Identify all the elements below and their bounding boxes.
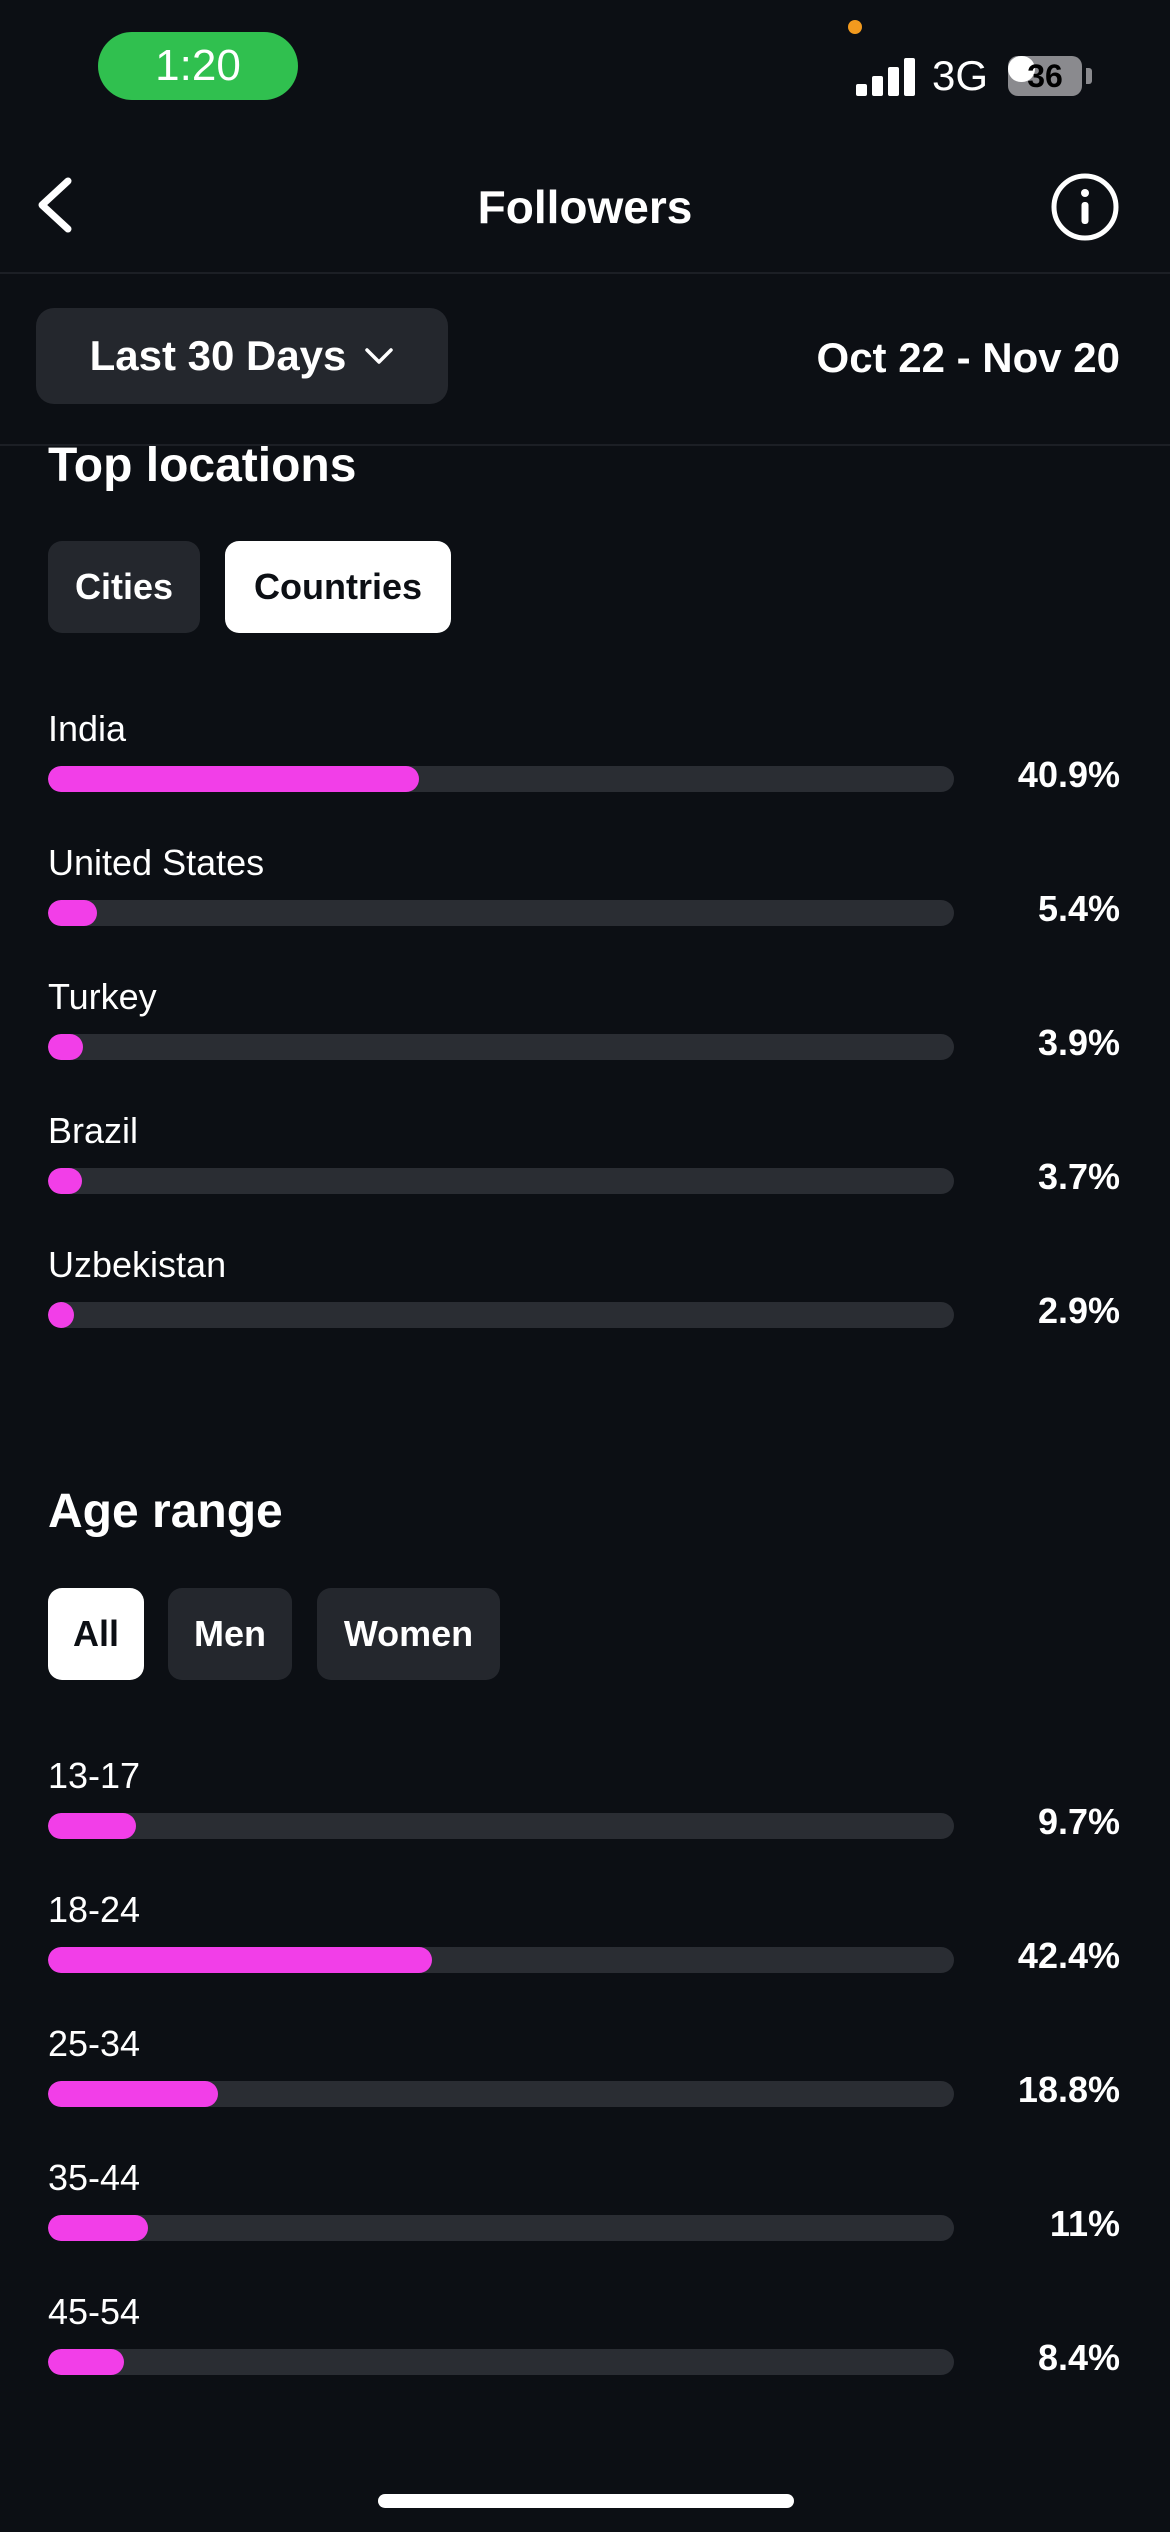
- bar-track: [48, 1813, 954, 1839]
- top-locations-title: Top locations: [48, 439, 357, 492]
- bar-fill: [48, 1302, 75, 1328]
- age-range-tabs: All Men Women: [0, 1588, 1170, 1680]
- bar-fill: [48, 1813, 136, 1839]
- tab-countries[interactable]: Countries: [225, 541, 451, 633]
- privacy-indicator-dot: [848, 20, 862, 34]
- list-item: Uzbekistan 2.9%: [0, 1244, 1170, 1378]
- age-percent: 42.4%: [1017, 1935, 1120, 1976]
- chevron-down-icon: [365, 348, 394, 364]
- list-item: Brazil 3.7%: [0, 1110, 1170, 1244]
- location-percent: 40.9%: [1017, 754, 1120, 795]
- battery-icon: 36: [1008, 56, 1082, 96]
- bar-fill: [48, 766, 419, 792]
- bar-fill: [48, 2349, 125, 2375]
- tab-all[interactable]: All: [48, 1588, 144, 1680]
- age-label: 35-44: [48, 2157, 141, 2198]
- bar-track: [48, 2349, 954, 2375]
- bar-track: [48, 900, 954, 926]
- location-label: Uzbekistan: [48, 1244, 227, 1285]
- list-item: 35-44 11%: [0, 2157, 1170, 2291]
- age-percent: 18.8%: [1017, 2069, 1120, 2110]
- info-icon: [1051, 173, 1119, 241]
- bar-fill: [48, 2215, 148, 2241]
- list-item: Turkey 3.9%: [0, 976, 1170, 1110]
- cellular-signal-icon: [856, 58, 916, 96]
- list-item: 25-34 18.8%: [0, 2023, 1170, 2157]
- tab-cities[interactable]: Cities: [48, 541, 200, 633]
- page-title: Followers: [477, 181, 693, 233]
- bar-fill: [48, 1034, 84, 1060]
- date-range-selected: Last 30 Days: [89, 332, 347, 379]
- location-label: United States: [48, 842, 265, 883]
- location-label: Brazil: [48, 1110, 139, 1151]
- bar-track: [48, 2081, 954, 2107]
- status-time: 1:20: [98, 32, 298, 100]
- battery-level-fill: [1008, 56, 1035, 82]
- age-percent: 8.4%: [1037, 2337, 1120, 2378]
- age-label: 18-24: [48, 1889, 141, 1930]
- bar-track: [48, 1947, 954, 1973]
- age-range-title: Age range: [48, 1485, 283, 1538]
- battery-tip: [1086, 68, 1092, 84]
- location-label: Turkey: [48, 976, 157, 1017]
- bar-fill: [48, 2081, 219, 2107]
- location-label: India: [48, 708, 127, 749]
- battery-percent: 36: [1027, 57, 1063, 94]
- age-label: 13-17: [48, 1755, 141, 1796]
- location-percent: 3.9%: [1037, 1022, 1120, 1063]
- date-range-bar: Last 30 Days Oct 22 - Nov 20: [0, 276, 1170, 446]
- home-indicator[interactable]: [378, 2494, 794, 2508]
- age-label: 25-34: [48, 2023, 141, 2064]
- bar-fill: [48, 1168, 82, 1194]
- list-item: India 40.9%: [0, 708, 1170, 842]
- location-percent: 5.4%: [1037, 888, 1120, 929]
- bar-fill: [48, 900, 97, 926]
- age-percent: 9.7%: [1037, 1801, 1120, 1842]
- bar-track: [48, 766, 954, 792]
- bar-fill: [48, 1947, 433, 1973]
- network-type: 3G: [932, 52, 989, 99]
- list-item: United States 5.4%: [0, 842, 1170, 976]
- bar-track: [48, 2215, 954, 2241]
- nav-bar: Followers: [0, 140, 1170, 274]
- location-percent: 3.7%: [1037, 1156, 1120, 1197]
- bar-track: [48, 1168, 954, 1194]
- age-range-list: 13-17 9.7% 18-24 42.4% 25-34 18.8% 35-44…: [0, 1755, 1170, 2425]
- top-locations-list: India 40.9% United States 5.4% Turkey 3.…: [0, 708, 1170, 1378]
- back-button[interactable]: [20, 170, 90, 240]
- info-button[interactable]: [1050, 172, 1120, 242]
- list-item: 45-54 8.4%: [0, 2291, 1170, 2425]
- age-label: 45-54: [48, 2291, 141, 2332]
- age-percent: 11%: [1049, 2203, 1120, 2244]
- date-range-dropdown[interactable]: Last 30 Days: [36, 308, 448, 404]
- location-tabs: Cities Countries: [0, 541, 1170, 633]
- chevron-left-icon: [38, 177, 72, 233]
- bar-track: [48, 1034, 954, 1060]
- tab-women[interactable]: Women: [317, 1588, 500, 1680]
- status-bar: 1:20 3G 36: [0, 0, 1170, 140]
- location-percent: 2.9%: [1037, 1290, 1120, 1331]
- list-item: 13-17 9.7%: [0, 1755, 1170, 1889]
- tab-men[interactable]: Men: [168, 1588, 292, 1680]
- list-item: 18-24 42.4%: [0, 1889, 1170, 2023]
- date-range-text: Oct 22 - Nov 20: [816, 334, 1120, 381]
- bar-track: [48, 1302, 954, 1328]
